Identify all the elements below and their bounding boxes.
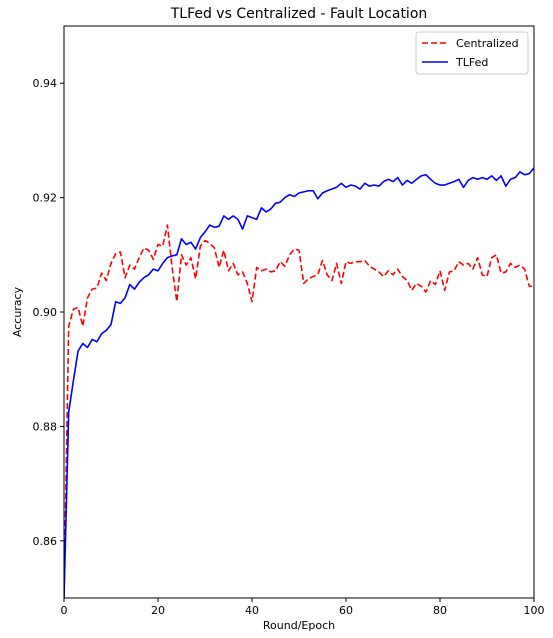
y-axis-label: Accuracy xyxy=(11,286,24,337)
plot-frame xyxy=(63,25,535,599)
series-line-tlfed xyxy=(64,167,534,598)
x-tick-label: 80 xyxy=(433,604,447,617)
legend-label-centralized: Centralized xyxy=(456,37,519,50)
x-tick-label: 100 xyxy=(524,604,545,617)
legend-label-tlfed: TLFed xyxy=(455,56,488,69)
x-tick-label: 60 xyxy=(339,604,353,617)
x-tick-label: 0 xyxy=(61,604,68,617)
x-tick-label: 20 xyxy=(151,604,165,617)
legend: Centralized TLFed xyxy=(415,31,529,75)
axis-ticks: 0 20 40 60 80 100 0.86 0.88 0.90 0.92 0.94 xyxy=(33,77,545,617)
y-tick-label: 0.88 xyxy=(33,420,58,433)
y-tick-label: 0.86 xyxy=(33,535,58,548)
x-tick-label: 40 xyxy=(245,604,259,617)
chart-title: TLFed vs Centralized - Fault Location xyxy=(170,6,428,22)
series-line-centralized xyxy=(64,224,534,598)
plot-content xyxy=(64,167,534,598)
y-tick-label: 0.90 xyxy=(33,306,58,319)
y-tick-label: 0.94 xyxy=(33,77,58,90)
y-tick-label: 0.92 xyxy=(33,192,58,205)
x-axis-label: Round/Epoch xyxy=(263,619,335,632)
